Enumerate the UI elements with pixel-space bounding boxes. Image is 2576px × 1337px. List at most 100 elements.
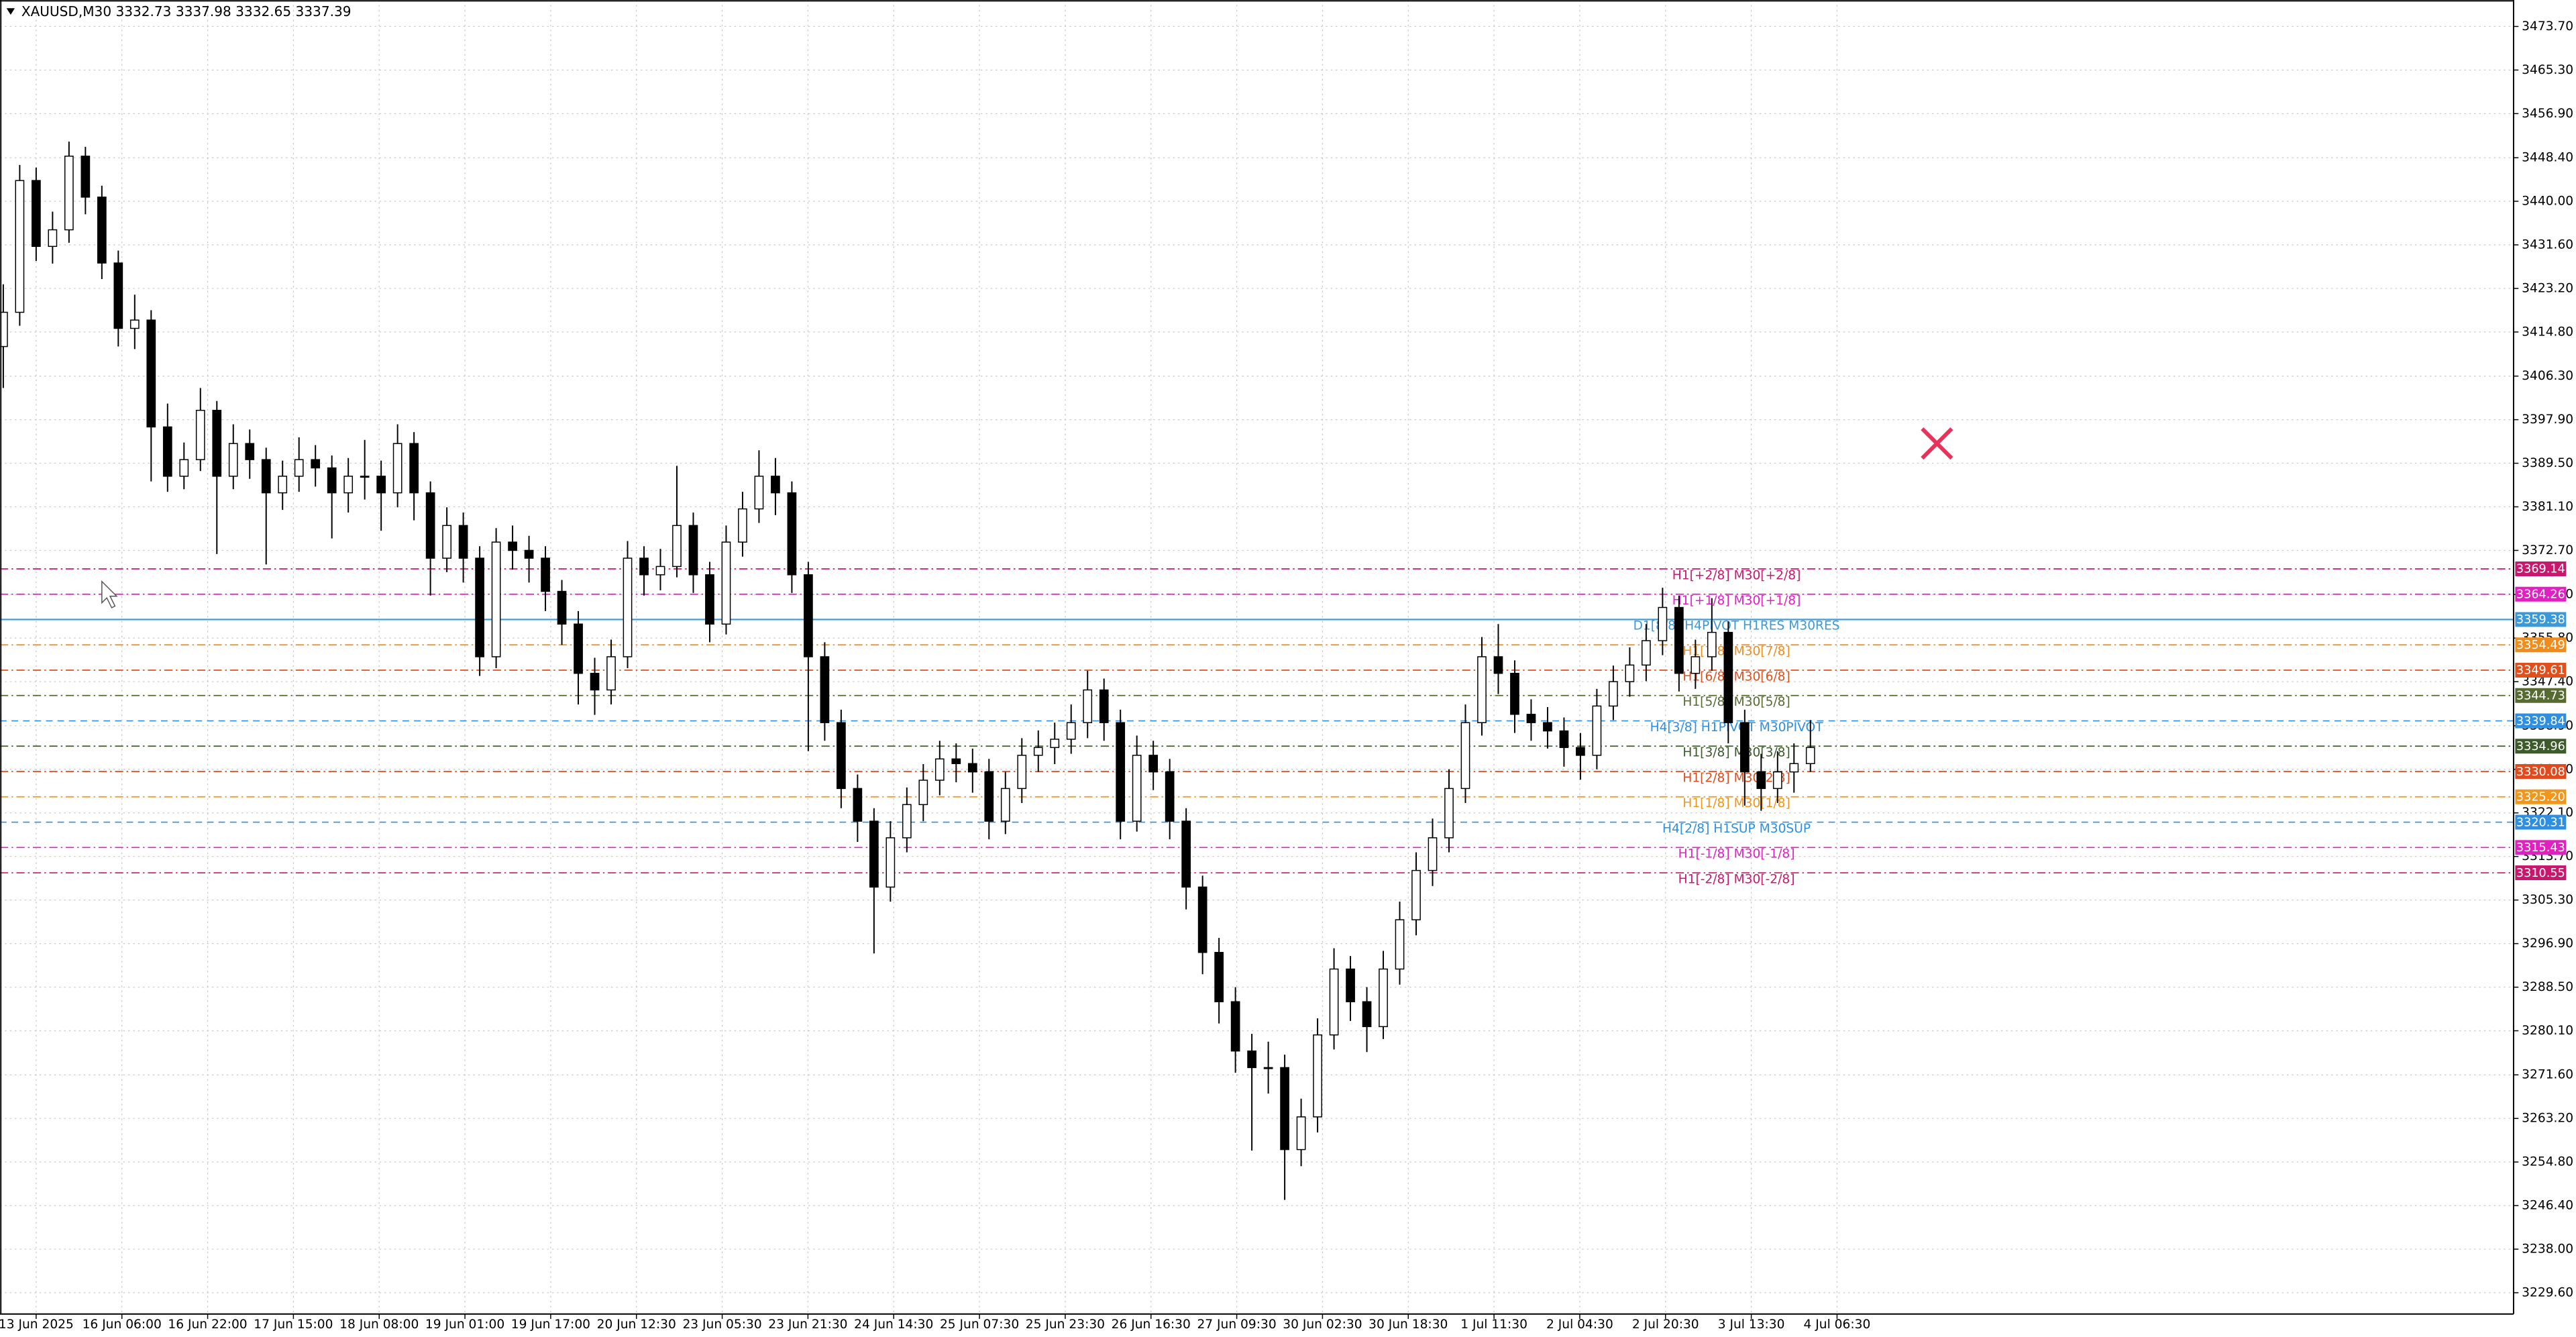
x-tick-label: 19 Jun 17:00 (511, 1318, 590, 1332)
level-label: H1[3/8] M30[3/8] (1682, 746, 1790, 760)
candle-body (918, 780, 928, 806)
candle-body (1789, 763, 1799, 773)
candle-body (574, 623, 583, 674)
candle-body (804, 574, 813, 657)
candle-body (1460, 722, 1470, 790)
candle-body (1707, 631, 1717, 657)
candle-body (212, 409, 222, 477)
x-tick-label: 4 Jul 06:30 (1804, 1318, 1871, 1332)
y-tick-label: 3288.50 (2522, 980, 2573, 994)
candle-body (491, 541, 501, 657)
level-price-box (2515, 789, 2567, 804)
level-price-box (2515, 764, 2567, 780)
level-price-box (2515, 688, 2567, 703)
candle-body (80, 156, 91, 198)
y-tick-label: 3473.70 (2522, 19, 2573, 34)
candle-body (1674, 606, 1684, 674)
y-tick-label: 3440.00 (2522, 195, 2573, 209)
levels: H1[+2/8] M30[+2/8] H1[+1/8] M30[+1/8] D1[8… (0, 568, 2514, 886)
candle-body (311, 459, 321, 469)
x-tick-label: 25 Jun 23:30 (1026, 1318, 1105, 1332)
y-tick-label: 3280.10 (2522, 1024, 2573, 1038)
x-tick-label: 17 Jun 15:00 (254, 1318, 333, 1332)
level-price-box (2515, 840, 2567, 855)
candle-body (655, 566, 665, 576)
candle-body (639, 557, 649, 576)
candle-body (1099, 689, 1109, 723)
level-price-box (2515, 713, 2567, 729)
x-tick-label: 3 Jul 13:30 (1718, 1318, 1785, 1332)
level-label: H4[2/8] H1SUP M30SUP (1662, 822, 1811, 836)
candle-body (1609, 681, 1618, 707)
y-tick-label: 3263.20 (2522, 1112, 2573, 1126)
candle-body (1411, 869, 1421, 920)
candle-body (1165, 771, 1175, 822)
level-price-box (2515, 561, 2567, 576)
level-price-label: 3359.38 (2516, 613, 2565, 627)
y-tick-label: 3448.40 (2522, 151, 2573, 165)
candle-body (754, 476, 764, 510)
candle-body (590, 672, 600, 691)
candle-body (1181, 820, 1191, 888)
level-price-label: 3330.08 (2516, 765, 2565, 779)
candle-body (688, 525, 698, 576)
candle-body (360, 476, 370, 478)
y-tick-label: 3389.50 (2522, 456, 2573, 470)
x-tick-label: 30 Jun 02:30 (1283, 1318, 1362, 1332)
level-price-label: 3369.14 (2516, 563, 2565, 576)
level-price-label: 3334.96 (2516, 740, 2565, 753)
level-label: H1[-2/8] M30[-2/8] (1678, 872, 1795, 886)
y-tick-label: 3238.00 (2522, 1242, 2573, 1256)
x-tick-label: 18 Jun 08:00 (339, 1318, 419, 1332)
menu-triangle[interactable] (6, 8, 15, 15)
level-label: H1[1/8] M30[1/8] (1682, 796, 1790, 810)
level-label: H1[5/8] M30[5/8] (1682, 695, 1790, 709)
candle-body (508, 541, 517, 551)
x-tick-label: 19 Jun 01:00 (425, 1318, 504, 1332)
candle-body (1362, 1001, 1372, 1028)
candle-body (97, 197, 107, 264)
candle-body (179, 459, 189, 477)
level-price-box (2515, 814, 2567, 830)
x-tick-label: 30 Jun 18:30 (1368, 1318, 1448, 1332)
candle-body (1428, 837, 1438, 871)
time-axis: 13 Jun 2025 16 Jun 06:00 16 Jun 22:00 17 Ju… (0, 1314, 1870, 1332)
price-axis: 3473.70 3465.30 3456.90 3448.40 3440.00 3431.… (2513, 19, 2573, 1300)
candle-body (672, 525, 682, 568)
candle-body (409, 443, 419, 494)
level-price-label: 3364.26 (2516, 588, 2565, 601)
x-tick-label: 26 Jun 16:30 (1112, 1318, 1191, 1332)
y-tick-label: 3456.90 (2522, 107, 2573, 121)
candle-body (1625, 664, 1635, 682)
candle-body (606, 656, 616, 691)
y-tick-label: 3431.60 (2522, 237, 2573, 252)
grid (0, 0, 2514, 1314)
candle-body (1493, 656, 1503, 674)
level-label: H1[+2/8] M30[+2/8] (1672, 568, 1801, 582)
candle-body (1148, 755, 1159, 773)
candle-body (1642, 640, 1651, 666)
candle-body (129, 319, 140, 329)
candle-body (1000, 788, 1010, 822)
y-tick-label: 3254.80 (2522, 1155, 2573, 1169)
candle-body (902, 804, 912, 839)
close-icon[interactable] (1921, 427, 1953, 460)
candle-body (1543, 722, 1552, 732)
level-price-label: 3354.49 (2516, 639, 2565, 652)
candle-body (771, 476, 780, 494)
candle-body (1197, 886, 1208, 953)
x-tick-label: 2 Jul 04:30 (1546, 1318, 1613, 1332)
y-tick-label: 3465.30 (2522, 63, 2573, 77)
candle-body (1230, 1001, 1240, 1052)
candle-body (1559, 730, 1569, 749)
y-tick-label: 3372.70 (2522, 543, 2573, 557)
level-price-box (2515, 637, 2567, 653)
candle-body (1526, 714, 1536, 723)
candle-body (1263, 1067, 1273, 1069)
x-tick-label: 2 Jul 20:30 (1632, 1318, 1699, 1332)
candle-body (64, 156, 74, 231)
candle-body (278, 476, 288, 494)
candle-body (15, 180, 25, 313)
y-tick-label: 3414.80 (2522, 325, 2573, 339)
